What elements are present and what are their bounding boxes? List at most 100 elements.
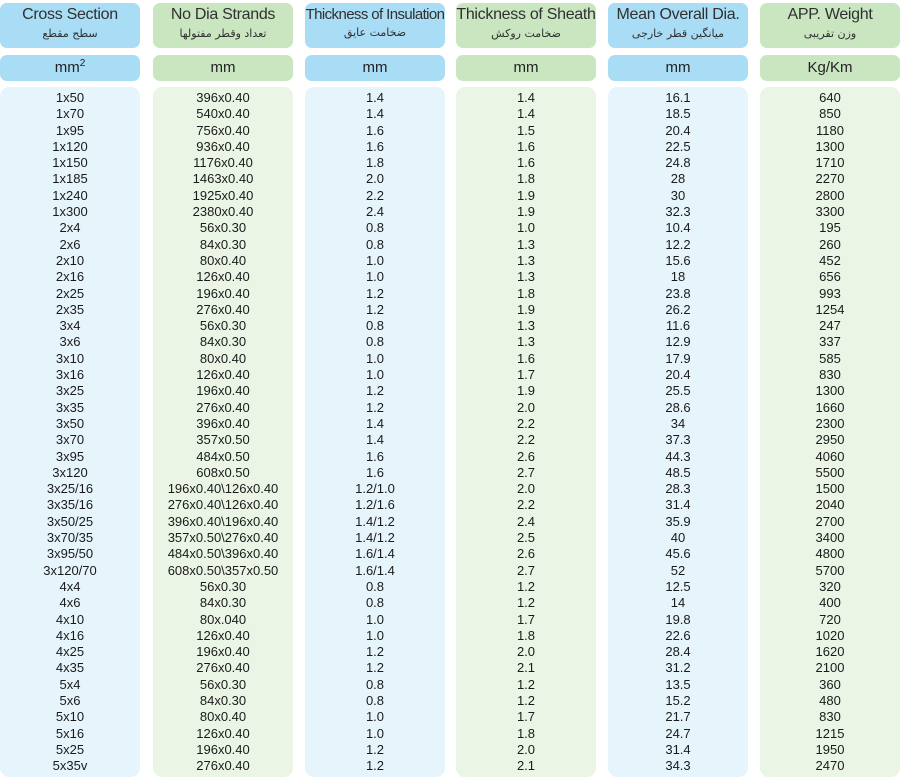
table-cell: 357x0.50\276x0.40 xyxy=(167,530,279,546)
table-cell: 1.2 xyxy=(365,660,385,676)
table-cell: 1.9 xyxy=(516,204,536,220)
table-cell: 80x0.40 xyxy=(199,709,247,725)
table-cell: 24.7 xyxy=(665,725,691,741)
column-header: APP. Weight وزن تقریبی xyxy=(760,3,900,48)
table-cell: 15.6 xyxy=(665,252,691,268)
table-cell: 3x4 xyxy=(59,318,81,334)
column-cells: 1x50 1x70 1x95 1x120 1x150 1x185 1x240 1x300 2x4… xyxy=(0,90,140,774)
table-cell: 1.8 xyxy=(516,285,536,301)
table-cell: 23.8 xyxy=(665,285,691,301)
table-cell: 5500 xyxy=(815,464,845,480)
table-cell: 4x35 xyxy=(55,660,85,676)
table-cell: 21.7 xyxy=(665,709,691,725)
column-body xyxy=(305,87,445,777)
table-cell: 1x185 xyxy=(52,171,88,187)
table-cell: 28.3 xyxy=(665,481,691,497)
table-cell: 0.8 xyxy=(365,318,385,334)
table-cell: 45.6 xyxy=(665,546,691,562)
table-cell: 1620 xyxy=(815,644,845,660)
table-cell: 452 xyxy=(819,252,841,268)
table-cell: 0.8 xyxy=(365,692,385,708)
table-cell: 2700 xyxy=(815,513,845,529)
table-cell: 126x0.40 xyxy=(196,269,250,285)
header-title: Thickness of Sheath xyxy=(456,6,596,23)
table-cell: 2040 xyxy=(815,497,845,513)
table-cell: 37.3 xyxy=(665,432,691,448)
table-cell: 35.9 xyxy=(665,513,691,529)
table-cell: 5x35v xyxy=(52,758,88,774)
table-cell: 484x0.50 xyxy=(196,448,250,464)
table-cell: 1.2 xyxy=(365,399,385,415)
table-cell: 1.6 xyxy=(516,350,536,366)
table-cell: 1.4 xyxy=(516,106,536,122)
table-cell: 830 xyxy=(819,367,841,383)
table-cell: 1x120 xyxy=(52,138,88,154)
table-cell: 40 xyxy=(670,530,686,546)
table-cell: 396x0.40 xyxy=(196,415,250,431)
table-cell: 3x70 xyxy=(55,432,85,448)
table-cell: 1.6 xyxy=(516,138,536,154)
table-cell: 276x0.40 xyxy=(196,301,250,317)
unit-label: mm xyxy=(456,55,596,81)
unit-label: Kg/Km xyxy=(760,55,900,81)
table-cell: 1.8 xyxy=(516,171,536,187)
column-body xyxy=(153,87,293,777)
column-body xyxy=(456,87,596,777)
table-cell: 0.8 xyxy=(365,676,385,692)
table-cell: 5700 xyxy=(815,562,845,578)
table-cell: 196x0.40\126x0.40 xyxy=(167,481,279,497)
table-cell: 1.4/1.2 xyxy=(355,513,395,529)
header-subtitle: میانگین قطر خارجی xyxy=(631,27,725,40)
table-cell: 276x0.40 xyxy=(196,660,250,676)
table-cell: 17.9 xyxy=(665,350,691,366)
table-cell: 56x0.30 xyxy=(199,676,247,692)
table-cell: 2470 xyxy=(815,758,845,774)
header-subtitle: وزن تقریبی xyxy=(803,27,857,40)
header-title: APP. Weight xyxy=(787,6,873,23)
table-cell: 80x0.40 xyxy=(199,252,247,268)
table-cell: 2.6 xyxy=(516,546,536,562)
table-cell: 5x16 xyxy=(55,725,85,741)
table-cell: 3300 xyxy=(815,204,845,220)
table-cell: 2270 xyxy=(815,171,845,187)
table-cell: 31.2 xyxy=(665,660,691,676)
table-cell: 31.4 xyxy=(665,497,691,513)
table-cell: 32.3 xyxy=(665,204,691,220)
table-cell: 1.8 xyxy=(516,725,536,741)
table-cell: 56x0.30 xyxy=(199,220,247,236)
table-cell: 2.7 xyxy=(516,464,536,480)
unit-text: mm xyxy=(513,59,539,76)
table-cell: 2x16 xyxy=(55,269,85,285)
table-cell: 28.6 xyxy=(665,399,691,415)
table-cell: 34 xyxy=(670,415,686,431)
table-cell: 1.3 xyxy=(516,269,536,285)
table-cell: 2.4 xyxy=(516,513,536,529)
table-cell: 2.0 xyxy=(516,741,536,757)
table-cell: 1254 xyxy=(815,301,845,317)
table-cell: 2x25 xyxy=(55,285,85,301)
table-cell: 2x6 xyxy=(59,236,81,252)
table-cell: 1.2 xyxy=(365,285,385,301)
table-cell: 1300 xyxy=(815,138,845,154)
table-cell: 196x0.40 xyxy=(196,285,250,301)
table-cell: 18.5 xyxy=(665,106,691,122)
table-cell: 4x25 xyxy=(55,644,85,660)
column-body xyxy=(760,87,900,777)
table-cell: 1300 xyxy=(815,383,845,399)
table-cell: 1.0 xyxy=(365,611,385,627)
table-cell: 126x0.40 xyxy=(196,367,250,383)
table-cell: 2950 xyxy=(815,432,845,448)
table-cell: 320 xyxy=(819,578,841,594)
table-cell: 1.2 xyxy=(516,676,536,692)
table-cell: 2.0 xyxy=(516,644,536,660)
table-cell: 195 xyxy=(819,220,841,236)
column-cells: 16.1 18.5 20.4 22.5 24.8 28 30 32.3 10.4 12.2 15.6… xyxy=(608,90,748,774)
table-cell: 1463x0.40 xyxy=(192,171,254,187)
table-cell: 1.4 xyxy=(365,106,385,122)
table-cell: 1x150 xyxy=(52,155,88,171)
table-cell: 80x.040 xyxy=(199,611,247,627)
table-cell: 396x0.40\196x0.40 xyxy=(167,513,279,529)
table-cell: 4x10 xyxy=(55,611,85,627)
table-cell: 585 xyxy=(819,350,841,366)
table-cell: 5x25 xyxy=(55,741,85,757)
